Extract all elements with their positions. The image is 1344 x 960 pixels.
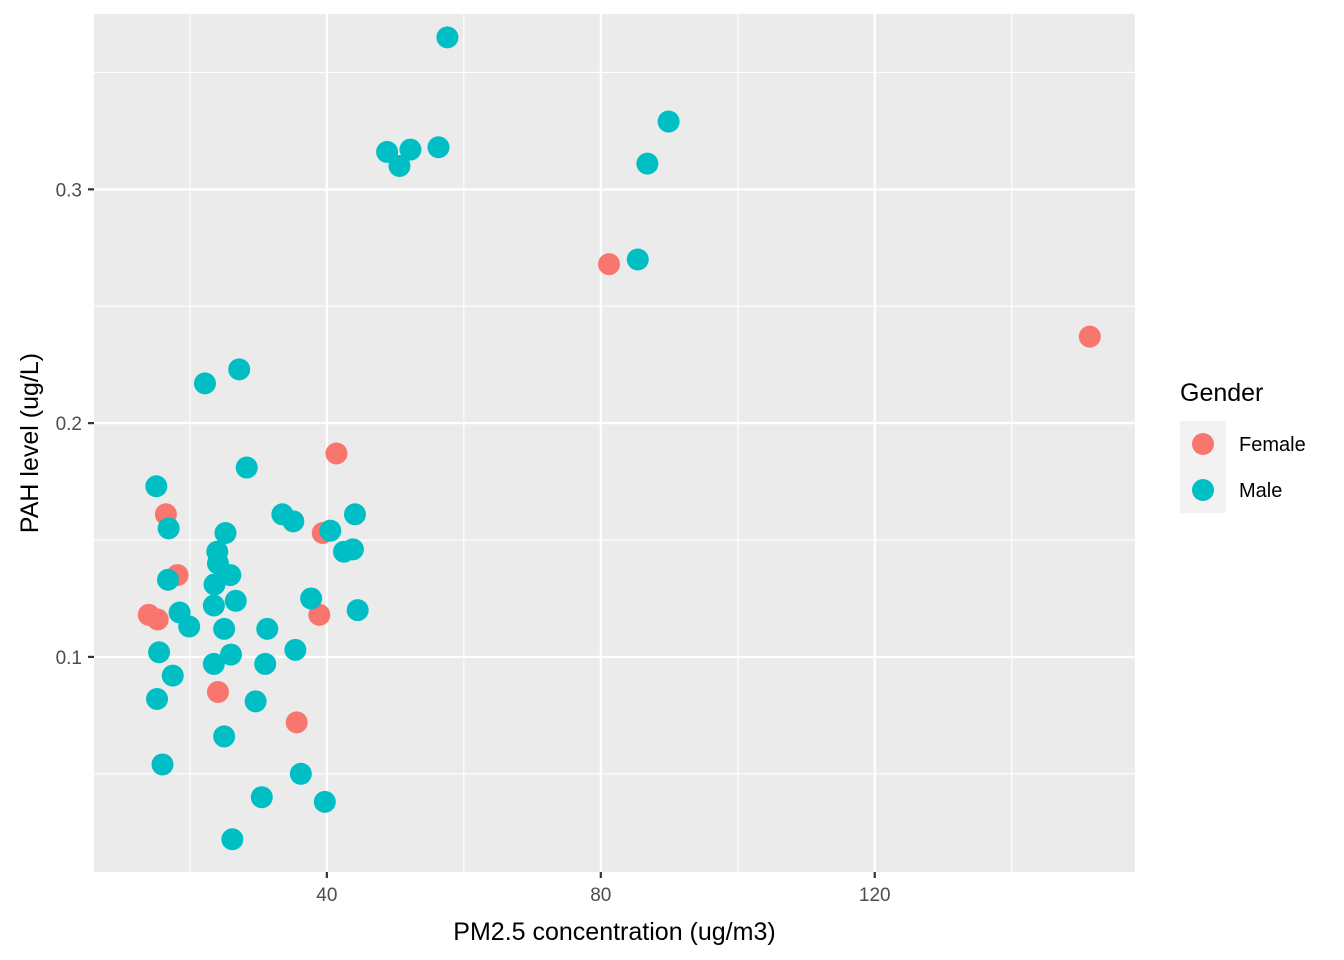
point-male-36: [202, 652, 225, 675]
point-male-16: [343, 503, 366, 526]
point-male-7: [626, 248, 649, 271]
legend: Gender Female Male: [1180, 379, 1306, 513]
point-female-7: [146, 608, 169, 631]
y-tick-label-0: 0.1: [56, 648, 82, 669]
point-male-4: [427, 136, 450, 159]
point-male-34: [284, 638, 307, 661]
point-female-2: [325, 442, 348, 465]
x-axis-title: PM2.5 concentration (ug/m3): [453, 918, 775, 946]
legend-label-female: Female: [1239, 434, 1306, 456]
point-male-35: [219, 643, 242, 666]
point-male-15: [319, 519, 342, 542]
y-tick-label-2: 0.3: [56, 180, 82, 201]
point-male-6: [636, 152, 659, 175]
point-male-37: [254, 652, 277, 675]
point-male-26: [300, 587, 323, 610]
x-tick-label-0: 40: [316, 885, 337, 906]
point-male-24: [203, 573, 226, 596]
point-male-5: [388, 154, 411, 177]
minor-gridlines: [94, 14, 1135, 872]
point-female-1: [1078, 325, 1101, 348]
point-male-38: [161, 664, 184, 687]
point-male-29: [346, 599, 369, 622]
x-axis-ticks: 40 80 120: [316, 872, 891, 906]
point-male-10: [235, 456, 258, 479]
point-female-10: [285, 711, 308, 734]
point-male-33: [148, 641, 171, 664]
legend-key-female: [1192, 433, 1214, 455]
point-male-43: [289, 762, 312, 785]
legend-items: Female Male: [1180, 421, 1306, 513]
x-tick-label-2: 120: [859, 885, 891, 906]
point-male-45: [313, 790, 336, 813]
point-male-1: [657, 110, 680, 133]
point-male-0: [436, 26, 459, 49]
point-male-23: [156, 568, 179, 591]
point-male-11: [145, 475, 168, 498]
data-points: [137, 26, 1101, 851]
point-male-17: [214, 522, 237, 545]
x-tick-label-1: 80: [590, 885, 611, 906]
point-male-31: [213, 617, 236, 640]
legend-title: Gender: [1180, 379, 1263, 407]
legend-label-male: Male: [1239, 480, 1282, 502]
point-male-44: [250, 786, 273, 809]
point-male-39: [146, 687, 169, 710]
y-axis-ticks: 0.1 0.2 0.3: [56, 180, 94, 669]
point-male-40: [244, 690, 267, 713]
point-male-12: [157, 517, 180, 540]
point-male-32: [256, 617, 279, 640]
y-tick-label-1: 0.2: [56, 414, 82, 435]
legend-key-male: [1192, 479, 1214, 501]
panel-background: [94, 14, 1135, 872]
point-male-8: [228, 358, 251, 381]
point-male-46: [221, 828, 244, 851]
point-male-20: [341, 538, 364, 561]
point-male-27: [202, 594, 225, 617]
point-male-25: [224, 589, 247, 612]
point-male-30: [178, 615, 201, 638]
point-male-14: [282, 510, 305, 533]
point-female-8: [308, 603, 331, 626]
y-axis-title: PAH level (ug/L): [16, 353, 44, 533]
point-male-42: [151, 753, 174, 776]
point-male-41: [213, 725, 236, 748]
point-male-9: [193, 372, 216, 395]
point-female-9: [206, 680, 229, 703]
point-female-0: [598, 253, 621, 276]
point-male-3: [399, 138, 422, 161]
